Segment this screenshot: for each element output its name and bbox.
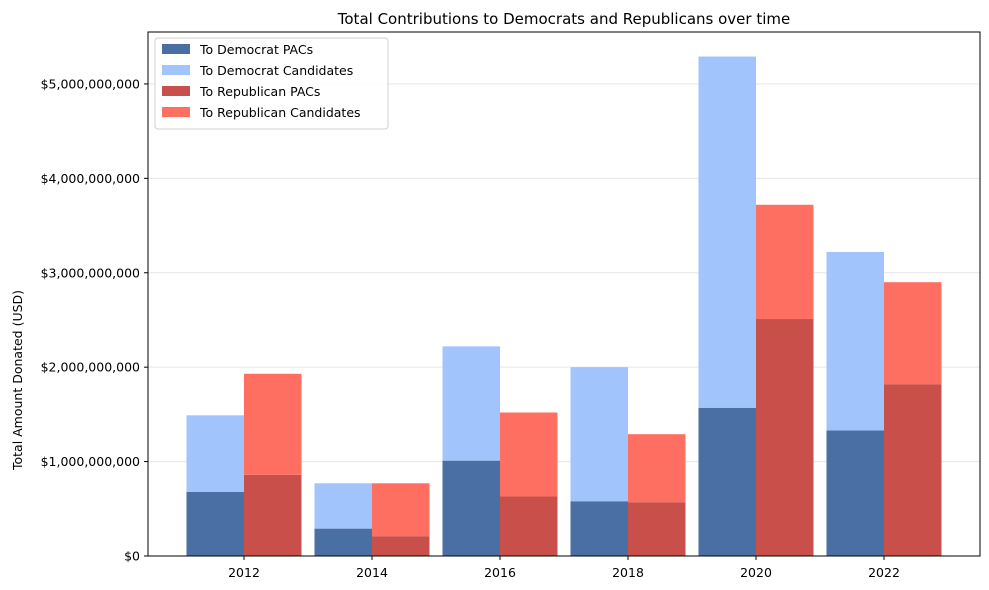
bar bbox=[698, 56, 756, 408]
y-tick-label: $5,000,000,000 bbox=[41, 76, 140, 91]
bar bbox=[570, 367, 628, 502]
bar bbox=[826, 251, 884, 431]
bar bbox=[314, 528, 372, 556]
bar bbox=[244, 373, 302, 475]
x-tick-label: 2018 bbox=[612, 565, 644, 580]
x-tick-label: 2016 bbox=[484, 565, 516, 580]
x-tick-label: 2020 bbox=[740, 565, 772, 580]
bar bbox=[500, 412, 558, 497]
bar bbox=[570, 501, 628, 556]
y-ticks: $0 $1,000,000,000 $2,000,000,000 $3,000,000… bbox=[41, 76, 148, 564]
bar bbox=[244, 474, 302, 556]
y-tick-label: $3,000,000,000 bbox=[41, 265, 140, 280]
legend: To Democrat PACs To Democrat Candidates To… bbox=[154, 37, 389, 130]
bar bbox=[756, 319, 814, 556]
bar bbox=[698, 407, 756, 556]
bar bbox=[186, 491, 244, 556]
y-axis-label: Total Amount Donated (USD) bbox=[10, 290, 25, 471]
legend-label: To Democrat PACs bbox=[199, 42, 313, 57]
y-tick-label: $1,000,000,000 bbox=[41, 454, 140, 469]
bars bbox=[186, 56, 942, 556]
y-tick-label: $2,000,000,000 bbox=[41, 360, 140, 375]
bar bbox=[826, 430, 884, 556]
bar bbox=[628, 434, 686, 503]
bar bbox=[884, 282, 942, 385]
y-tick-label: $0 bbox=[124, 549, 140, 564]
bar bbox=[884, 384, 942, 556]
bar bbox=[372, 483, 430, 537]
bar bbox=[442, 346, 500, 461]
plot-frame bbox=[147, 31, 981, 557]
legend-label: To Republican PACs bbox=[199, 84, 320, 99]
legend-swatch bbox=[162, 65, 190, 75]
bar bbox=[186, 415, 244, 492]
legend-swatch bbox=[162, 86, 190, 96]
y-tick-label: $4,000,000,000 bbox=[41, 171, 140, 186]
x-tick-label: 2014 bbox=[356, 565, 388, 580]
chart-title: Total Contributions to Democrats and Rep… bbox=[337, 10, 790, 28]
legend-label: To Democrat Candidates bbox=[199, 63, 353, 78]
bar bbox=[756, 204, 814, 320]
bar bbox=[628, 502, 686, 556]
legend-box bbox=[154, 37, 389, 130]
legend-label: To Republican Candidates bbox=[199, 105, 361, 120]
x-ticks: 2012 2014 2016 2018 2020 2022 bbox=[228, 556, 900, 580]
x-tick-label: 2012 bbox=[228, 565, 260, 580]
bar bbox=[314, 483, 372, 529]
legend-swatch bbox=[162, 107, 190, 117]
bar bbox=[442, 460, 500, 556]
bar bbox=[500, 496, 558, 556]
bar bbox=[372, 536, 430, 556]
legend-swatch bbox=[162, 44, 190, 54]
x-tick-label: 2022 bbox=[868, 565, 900, 580]
